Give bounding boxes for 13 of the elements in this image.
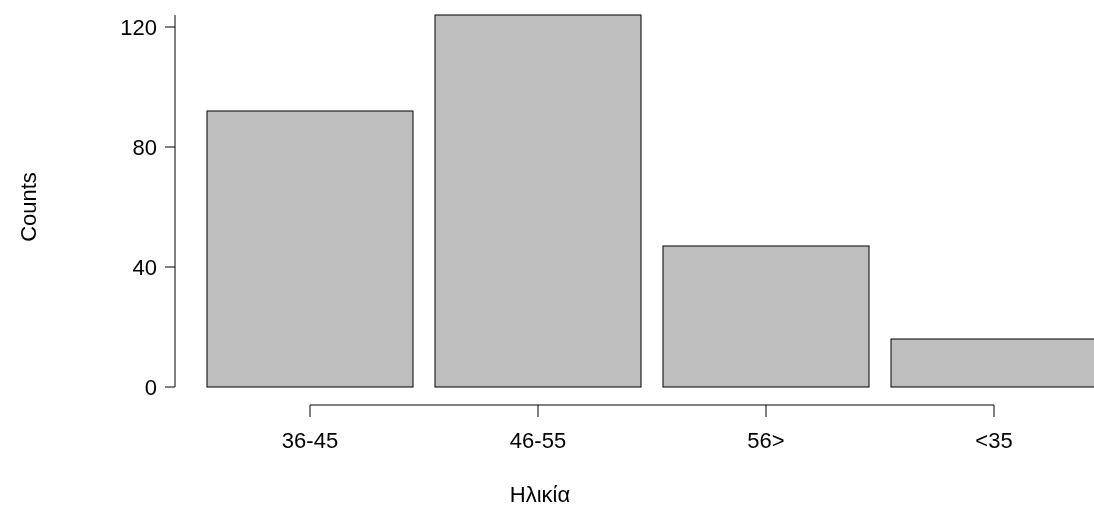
- x-tick-label: 56>: [747, 428, 785, 453]
- y-axis-title: Counts: [16, 172, 41, 242]
- x-axis-title: Ηλικία: [509, 482, 571, 507]
- bar: [206, 110, 414, 388]
- x-tick-label: 36-45: [281, 428, 339, 453]
- x-tick-label: <35: [975, 428, 1013, 453]
- bar: [434, 14, 642, 388]
- y-tick-label: 40: [132, 254, 157, 280]
- bar: [662, 245, 870, 388]
- y-tick-label: 120: [120, 14, 157, 40]
- x-tick-label: 46-55: [509, 428, 567, 453]
- y-tick-label: 80: [132, 134, 157, 160]
- y-tick-label: 0: [144, 374, 157, 400]
